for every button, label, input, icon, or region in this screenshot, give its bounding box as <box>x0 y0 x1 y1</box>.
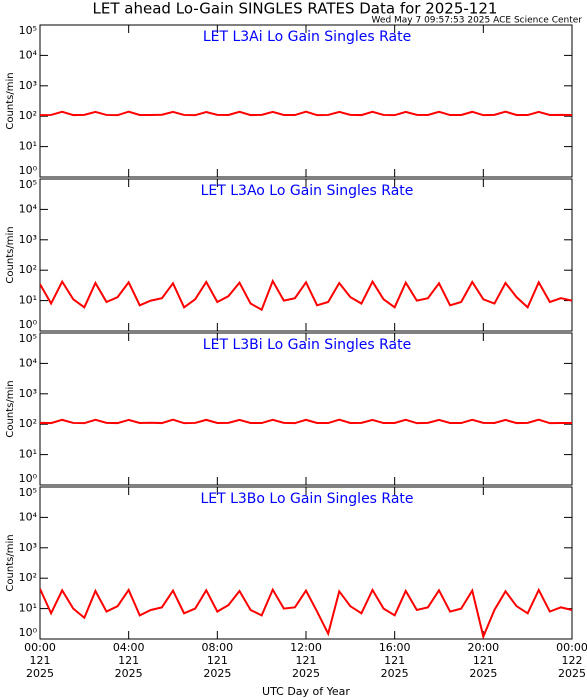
x-tick-label: 20:00 <box>467 641 499 654</box>
y-axis-label: Counts/min <box>5 380 16 437</box>
y-tick-label: 10⁵ <box>19 332 37 345</box>
y-tick-label: 10² <box>19 263 37 276</box>
x-tick-label: 04:00 <box>113 641 145 654</box>
page-title: LET ahead Lo-Gain SINGLES RATES Data for… <box>93 0 498 18</box>
y-tick-label: 10⁴ <box>19 48 38 61</box>
x-tick-label: 121 <box>30 654 51 667</box>
data-line <box>40 418 572 425</box>
x-tick-label: 121 <box>384 654 405 667</box>
data-line <box>40 587 572 639</box>
y-tick-label: 10¹ <box>19 602 37 615</box>
x-tick-label: 121 <box>296 654 317 667</box>
x-tick-label: 2025 <box>292 667 320 680</box>
x-tick-label: 2025 <box>469 667 497 680</box>
y-tick-label: 10⁰ <box>19 626 38 639</box>
panel-title: LET L3Bo Lo Gain Singles Rate <box>200 491 413 507</box>
plot-frame <box>39 24 573 178</box>
y-axis-label: Counts/min <box>5 72 16 129</box>
x-tick-label: 2025 <box>203 667 231 680</box>
y-tick-label: 10¹ <box>19 140 37 153</box>
y-tick-label: 10² <box>19 417 37 430</box>
y-tick-label: 10³ <box>19 79 37 92</box>
y-tick-label: 10⁵ <box>19 24 37 37</box>
y-tick-label: 10⁴ <box>19 510 38 523</box>
y-tick-label: 10² <box>19 109 37 122</box>
y-tick-label: 10⁴ <box>19 202 38 215</box>
x-tick-label: 00:00 <box>24 641 56 654</box>
x-tick-label: 122 <box>562 654 583 667</box>
y-tick-label: 10¹ <box>19 448 37 461</box>
x-tick-label: 16:00 <box>379 641 411 654</box>
data-line <box>40 110 572 117</box>
y-tick-label: 10³ <box>19 233 37 246</box>
y-axis-label: Counts/min <box>5 226 16 283</box>
x-tick-label: 121 <box>207 654 228 667</box>
y-tick-label: 10² <box>19 571 37 584</box>
y-tick-label: 10⁴ <box>19 356 38 369</box>
y-tick-label: 10⁰ <box>19 318 38 331</box>
plot-frame <box>39 332 573 486</box>
y-tick-label: 10⁰ <box>19 472 38 485</box>
y-tick-label: 10³ <box>19 387 37 400</box>
y-tick-label: 10³ <box>19 541 37 554</box>
x-axis-label: UTC Day of Year <box>262 685 350 698</box>
x-tick-label: 08:00 <box>201 641 233 654</box>
x-tick-label: 121 <box>118 654 139 667</box>
data-line <box>40 278 572 312</box>
panel-title: LET L3Bi Lo Gain Singles Rate <box>203 337 411 353</box>
panel-title: LET L3Ai Lo Gain Singles Rate <box>203 29 411 45</box>
plot-frame <box>39 178 573 332</box>
x-tick-label: 2025 <box>381 667 409 680</box>
x-tick-label: 2025 <box>558 667 586 680</box>
y-axis-label: Counts/min <box>5 534 16 591</box>
timestamp: Wed May 7 09:57:53 2025 ACE Science Cent… <box>372 16 583 26</box>
y-tick-label: 10⁰ <box>19 164 38 177</box>
x-tick-label: 121 <box>473 654 494 667</box>
x-tick-label: 2025 <box>115 667 143 680</box>
y-tick-label: 10¹ <box>19 294 37 307</box>
x-tick-label: 2025 <box>26 667 54 680</box>
x-tick-label: 12:00 <box>290 641 322 654</box>
y-tick-label: 10⁵ <box>19 486 37 499</box>
panel-title: LET L3Ao Lo Gain Singles Rate <box>201 183 414 199</box>
x-tick-label: 00:00 <box>556 641 587 654</box>
y-tick-label: 10⁵ <box>19 178 37 191</box>
